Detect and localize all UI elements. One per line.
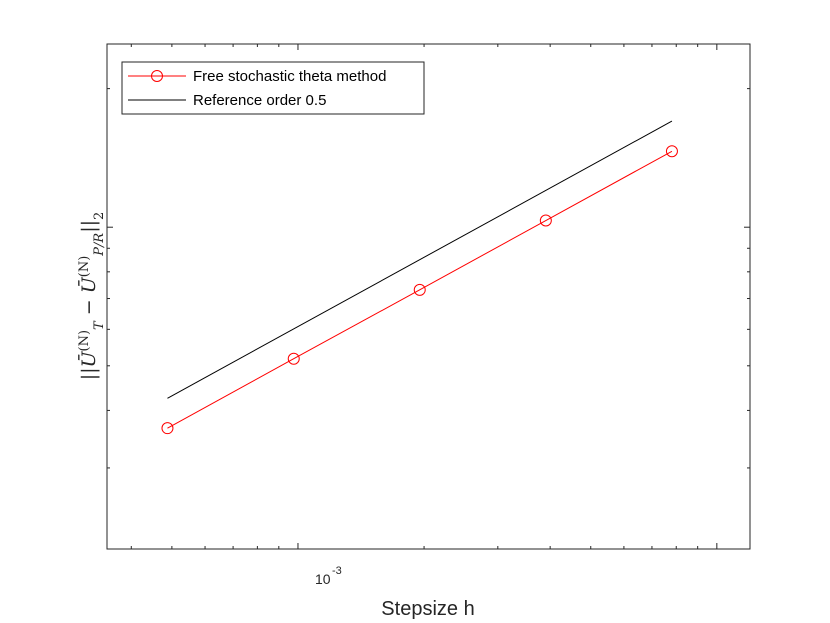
plot-frame [106,43,751,550]
y-label-minus: − [78,293,100,321]
data-point-free-stochastic-theta-method [413,283,426,296]
x-tick-label-0.001: 10 -3 [315,565,342,587]
y-label-tail: || [78,220,100,233]
legend-marker-circle [151,70,163,82]
y-axis-label: ||Ū(N)T − Ū(N)P/R||2 [77,212,107,381]
series-line-free-stochastic-theta-method [167,150,673,429]
data-point-free-stochastic-theta-method [161,422,174,435]
data-point-free-stochastic-theta-method [539,214,552,227]
x-tick-label-exponent: -3 [332,565,342,577]
y-label-sup2: (N) [77,256,92,278]
y-label-u1: Ū [77,350,100,367]
legend-label-reference-order: Reference order 0.5 [193,92,326,109]
series-layer [161,120,678,435]
plot-area [107,44,750,549]
y-label-sub2: P/R [92,233,107,257]
y-label-sup1: (N) [77,330,92,352]
legend: Free stochastic theta method Reference o… [121,61,425,115]
x-tick-label-base: 10 [315,571,331,587]
y-label-u2: Ū [77,276,100,293]
legend-box [121,61,425,115]
series-line-reference-order-0-5 [167,120,673,399]
data-point-free-stochastic-theta-method [287,352,300,365]
y-label-norm-sub: 2 [92,212,107,220]
x-axis-label: Stepsize h [381,598,474,620]
y-label-lead: || [78,367,100,380]
y-label-sub1: T [92,320,107,330]
data-point-free-stochastic-theta-method [665,145,678,158]
legend-label-free-stochastic-theta-method: Free stochastic theta method [193,68,386,85]
